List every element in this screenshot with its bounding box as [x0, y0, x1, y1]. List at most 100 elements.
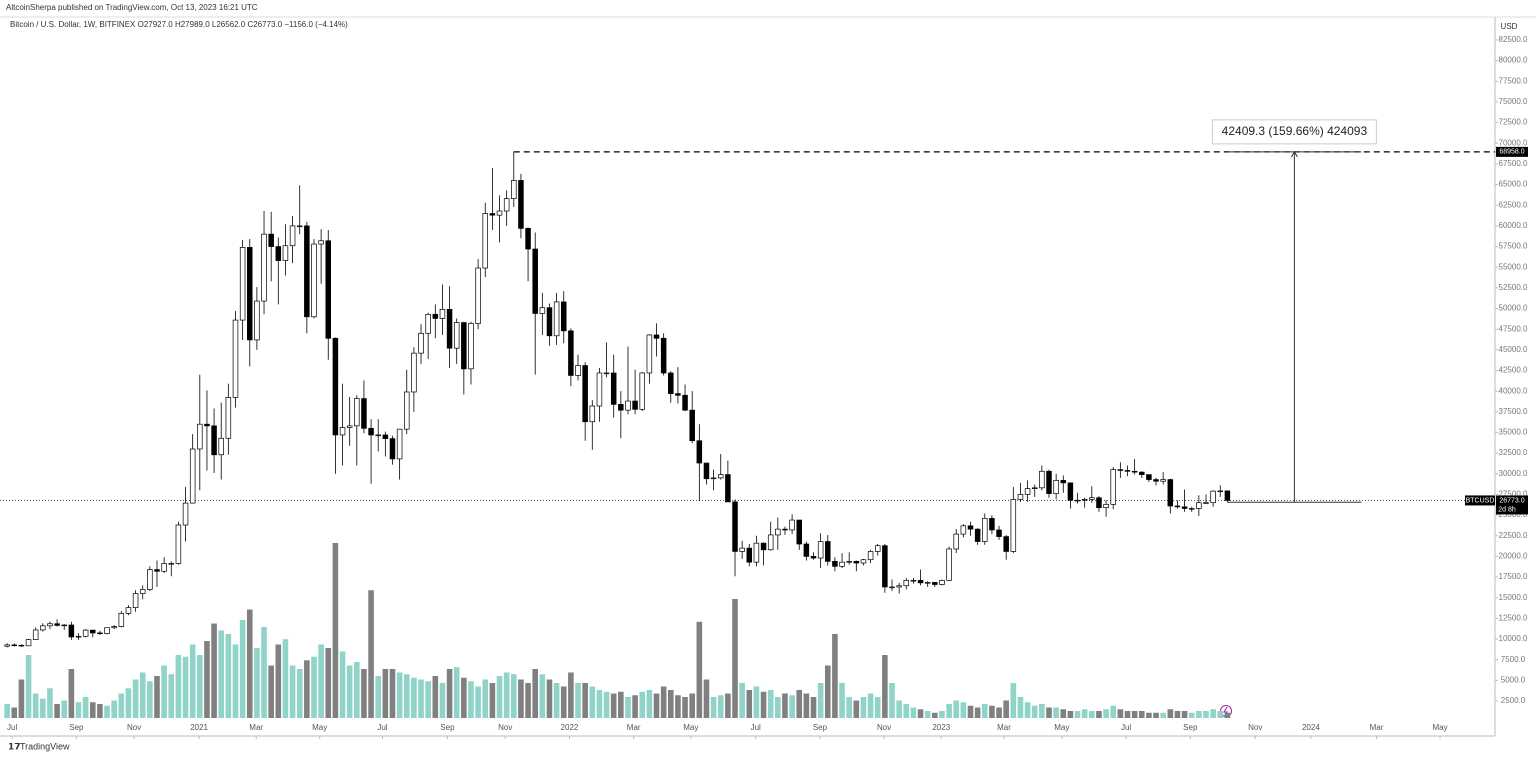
volume-bar	[375, 676, 382, 718]
y-tick-label: 42500.0	[1499, 366, 1528, 375]
volume-bar	[817, 683, 824, 718]
publisher: AltcoinSherpa published on TradingView.c…	[6, 3, 258, 12]
volume-bar	[789, 695, 795, 718]
x-tick-label: Mar	[1370, 723, 1384, 732]
volume-bar	[139, 672, 146, 718]
candle-body	[25, 639, 32, 647]
volume-bar	[418, 679, 424, 718]
volume-bar	[197, 655, 203, 718]
volume-bar	[946, 704, 952, 718]
candle-body	[946, 548, 952, 581]
volume-bar	[1096, 711, 1102, 718]
y-tick-label: 72500.0	[1499, 118, 1528, 127]
candle-body	[582, 365, 588, 423]
volume-bar	[725, 693, 731, 718]
last-price-box	[1496, 495, 1528, 515]
candle-body	[1203, 502, 1209, 504]
candle-body	[575, 365, 581, 376]
candle-body	[97, 632, 103, 635]
x-tick-label: Jul	[1121, 723, 1131, 732]
candle-body	[368, 427, 374, 436]
candle-body	[796, 519, 802, 545]
volume-bar	[425, 681, 431, 718]
candle-body	[675, 393, 681, 396]
volume-bar	[468, 681, 474, 718]
volume-bar	[910, 707, 917, 718]
volume-bar	[1167, 709, 1174, 718]
volume-bar	[1124, 711, 1131, 718]
volume-bar	[596, 690, 603, 718]
x-tick-label: 2023	[932, 723, 950, 732]
volume-bar	[974, 707, 981, 718]
candle-body	[239, 247, 246, 321]
volume-bar	[739, 683, 745, 718]
candle-body	[553, 301, 560, 337]
candle-body	[732, 501, 738, 552]
last-price-label: 26773.0	[1499, 497, 1524, 504]
volume-bar	[575, 683, 581, 718]
volume-bar	[775, 697, 781, 718]
volume-bar	[311, 656, 317, 718]
volume-bar	[1146, 712, 1152, 718]
volume-bar	[732, 599, 738, 718]
volume-bar	[917, 709, 924, 718]
candle-body	[867, 551, 874, 561]
volume-bar	[625, 697, 631, 718]
x-tick-label: Sep	[1183, 723, 1198, 732]
candle-body	[539, 307, 546, 314]
y-tick-label: 20000.0	[1499, 552, 1528, 561]
candle-body	[1096, 497, 1102, 509]
volume-bar	[304, 660, 310, 718]
x-tick-label: 2024	[1302, 723, 1320, 732]
y-tick-label: 65000.0	[1499, 180, 1528, 189]
candle-body	[1146, 474, 1152, 480]
candle-body	[54, 623, 60, 626]
volume-bar	[810, 697, 817, 718]
volume-bar	[1110, 705, 1117, 718]
x-tick-label: Sep	[813, 723, 828, 732]
candle-body	[653, 334, 660, 339]
volume-bar	[189, 644, 196, 718]
candle-body	[974, 528, 981, 542]
volume-bar	[89, 702, 96, 718]
candle-body	[810, 556, 817, 559]
candle-body	[32, 629, 39, 640]
candle-body	[468, 323, 474, 370]
candle-body	[339, 427, 346, 436]
candle-body	[560, 301, 567, 332]
volume-bar	[175, 655, 182, 718]
volume-bar	[1031, 705, 1038, 718]
volume-bar	[97, 704, 103, 718]
candle-body	[967, 525, 974, 530]
candle-body	[104, 627, 110, 635]
candle-body	[1081, 499, 1088, 501]
candle-body	[1110, 469, 1116, 505]
volume-bar	[882, 655, 888, 718]
candle-body	[782, 528, 788, 531]
volume-bar	[1060, 709, 1067, 718]
volume-bar	[1174, 711, 1181, 718]
volume-bar	[318, 644, 324, 718]
candle-body	[1153, 479, 1159, 482]
x-tick-label: Nov	[498, 723, 512, 732]
volume-bar	[204, 641, 210, 718]
volume-bar	[874, 697, 881, 718]
volume-bar	[853, 700, 860, 718]
volume-bar	[953, 700, 960, 718]
x-tick-label: Nov	[127, 723, 141, 732]
x-tick-label: Nov	[877, 723, 891, 732]
candle-body	[660, 337, 667, 374]
y-tick-label: 47500.0	[1499, 324, 1528, 333]
y-tick-label: 17500.0	[1499, 572, 1528, 581]
volume-bar	[710, 697, 717, 718]
volume-bar	[589, 686, 596, 718]
x-tick-label: Mar	[249, 723, 263, 732]
y-tick-label: 77500.0	[1499, 76, 1528, 85]
candle-body	[1224, 490, 1231, 501]
volume-bar	[539, 674, 546, 718]
candle-body	[418, 332, 424, 354]
footer: TradingView	[20, 741, 70, 751]
volume-bar	[1024, 702, 1031, 718]
volume-bar	[1160, 712, 1166, 718]
x-tick-label: May	[312, 723, 327, 732]
